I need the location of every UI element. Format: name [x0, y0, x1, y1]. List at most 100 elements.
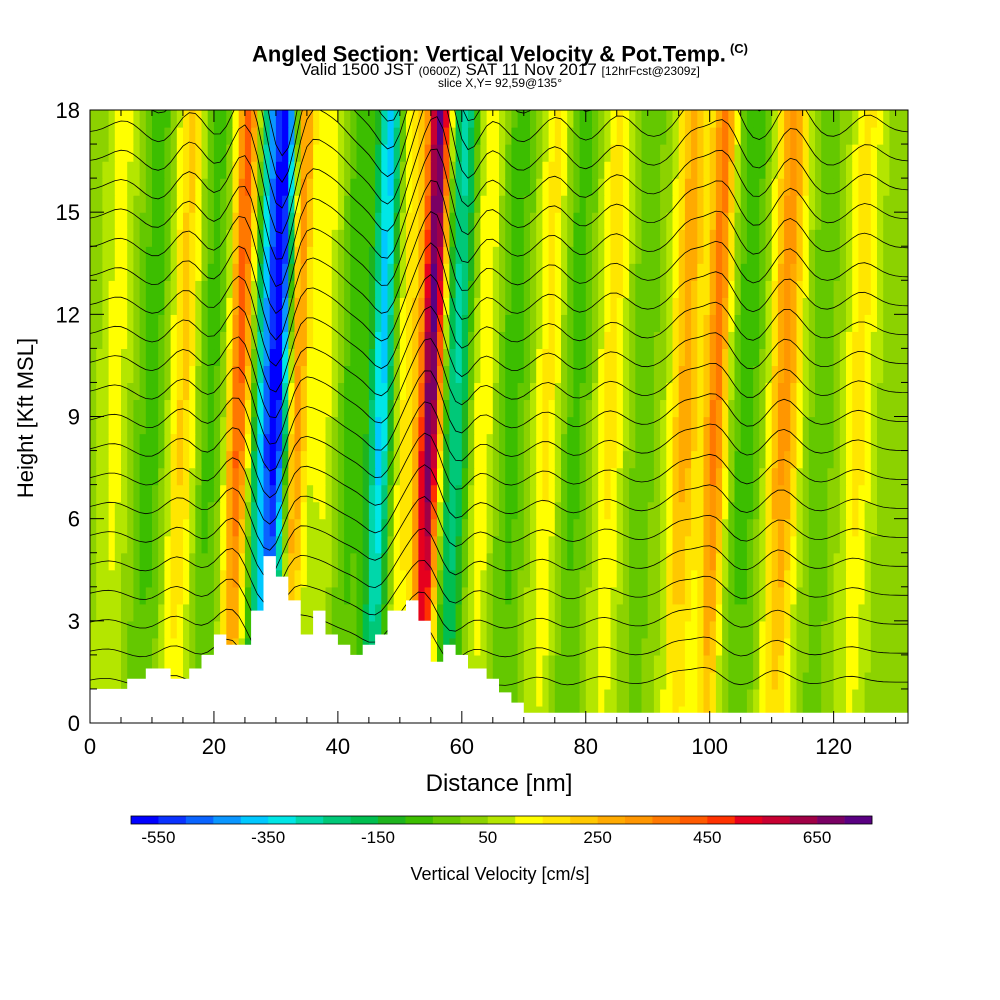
velocity-cell	[443, 535, 450, 554]
velocity-cell	[604, 688, 612, 707]
velocity-cell	[635, 246, 643, 264]
velocity-cell	[753, 314, 760, 332]
velocity-cell	[244, 348, 252, 367]
velocity-cell	[331, 212, 339, 230]
velocity-cell	[437, 535, 444, 554]
velocity-cell	[771, 535, 779, 554]
velocity-cell	[889, 688, 897, 707]
velocity-cell	[468, 382, 475, 401]
velocity-cell	[592, 637, 599, 656]
velocity-cell	[827, 161, 835, 179]
velocity-cell	[139, 297, 147, 315]
velocity-cell	[164, 603, 172, 622]
velocity-cell	[145, 280, 153, 298]
velocity-cell	[561, 365, 568, 384]
velocity-cell	[901, 365, 908, 384]
velocity-cell	[660, 382, 667, 401]
velocity-cell	[232, 297, 240, 315]
velocity-cell	[455, 229, 463, 247]
velocity-cell	[499, 212, 506, 230]
velocity-cell	[858, 280, 866, 298]
velocity-cell	[653, 348, 661, 367]
velocity-cell	[108, 297, 116, 315]
velocity-cell	[114, 297, 122, 315]
velocity-cell	[492, 212, 500, 230]
velocity-cell	[486, 263, 494, 281]
velocity-cell	[653, 314, 661, 332]
velocity-cell	[499, 314, 506, 332]
velocity-cell	[517, 365, 525, 384]
velocity-cell	[740, 331, 748, 350]
velocity-cell	[381, 144, 389, 162]
velocity-cell	[220, 348, 227, 367]
velocity-cell	[474, 331, 481, 350]
velocity-cell	[517, 246, 525, 264]
velocity-cell	[846, 212, 853, 230]
velocity-cell	[238, 569, 246, 588]
velocity-cell	[418, 603, 426, 622]
velocity-cell	[499, 552, 506, 571]
velocity-cell	[344, 365, 351, 384]
velocity-cell	[815, 382, 822, 401]
velocity-cell	[877, 195, 884, 213]
velocity-cell	[220, 535, 227, 554]
velocity-cell	[201, 212, 209, 230]
velocity-cell	[740, 365, 748, 384]
velocity-cell	[226, 501, 234, 520]
velocity-cell	[424, 603, 432, 622]
velocity-cell	[740, 195, 748, 213]
velocity-cell	[486, 450, 494, 469]
velocity-cell	[430, 603, 438, 622]
velocity-cell	[864, 263, 872, 281]
velocity-cell	[666, 569, 674, 588]
isentrope-line	[90, 110, 908, 209]
velocity-cell	[350, 433, 358, 452]
velocity-cell	[585, 484, 593, 503]
velocity-cell	[325, 212, 333, 230]
velocity-cell	[90, 603, 97, 622]
velocity-cell	[585, 535, 593, 554]
velocity-cell	[306, 620, 314, 639]
velocity-cell	[592, 297, 599, 315]
velocity-cell	[375, 178, 382, 196]
colorbar-swatch	[734, 816, 763, 824]
velocity-cell	[145, 552, 153, 571]
velocity-cell	[517, 552, 525, 571]
velocity-cell	[331, 433, 339, 452]
velocity-cell	[715, 144, 723, 162]
velocity-cell	[306, 535, 314, 554]
velocity-cell	[300, 603, 308, 622]
velocity-cell	[486, 178, 494, 196]
velocity-cell	[852, 569, 859, 588]
velocity-cell	[598, 144, 605, 162]
velocity-cell	[90, 212, 97, 230]
velocity-cell	[641, 467, 649, 486]
velocity-cell	[158, 127, 165, 145]
velocity-cell	[412, 518, 419, 537]
velocity-cell	[827, 688, 835, 707]
velocity-cell	[616, 246, 624, 264]
velocity-cell	[561, 110, 568, 128]
velocity-cell	[164, 535, 172, 554]
velocity-cell	[784, 484, 791, 503]
velocity-cell	[715, 416, 723, 435]
velocity-cell	[585, 314, 593, 332]
velocity-cell	[833, 246, 841, 264]
velocity-cell	[802, 314, 810, 332]
velocity-cell	[121, 637, 128, 656]
velocity-cell	[275, 416, 283, 435]
velocity-cell	[238, 110, 246, 128]
velocity-cell	[846, 603, 853, 622]
velocity-cell	[102, 246, 110, 264]
velocity-cell	[653, 501, 661, 520]
velocity-cell	[697, 637, 705, 656]
velocity-cell	[350, 348, 358, 367]
velocity-cell	[133, 382, 141, 401]
velocity-cell	[486, 331, 494, 350]
velocity-cell	[592, 416, 599, 435]
velocity-cell	[213, 484, 221, 503]
velocity-cell	[468, 178, 475, 196]
velocity-cell	[195, 620, 203, 639]
velocity-cell	[852, 195, 859, 213]
velocity-cell	[542, 671, 550, 690]
